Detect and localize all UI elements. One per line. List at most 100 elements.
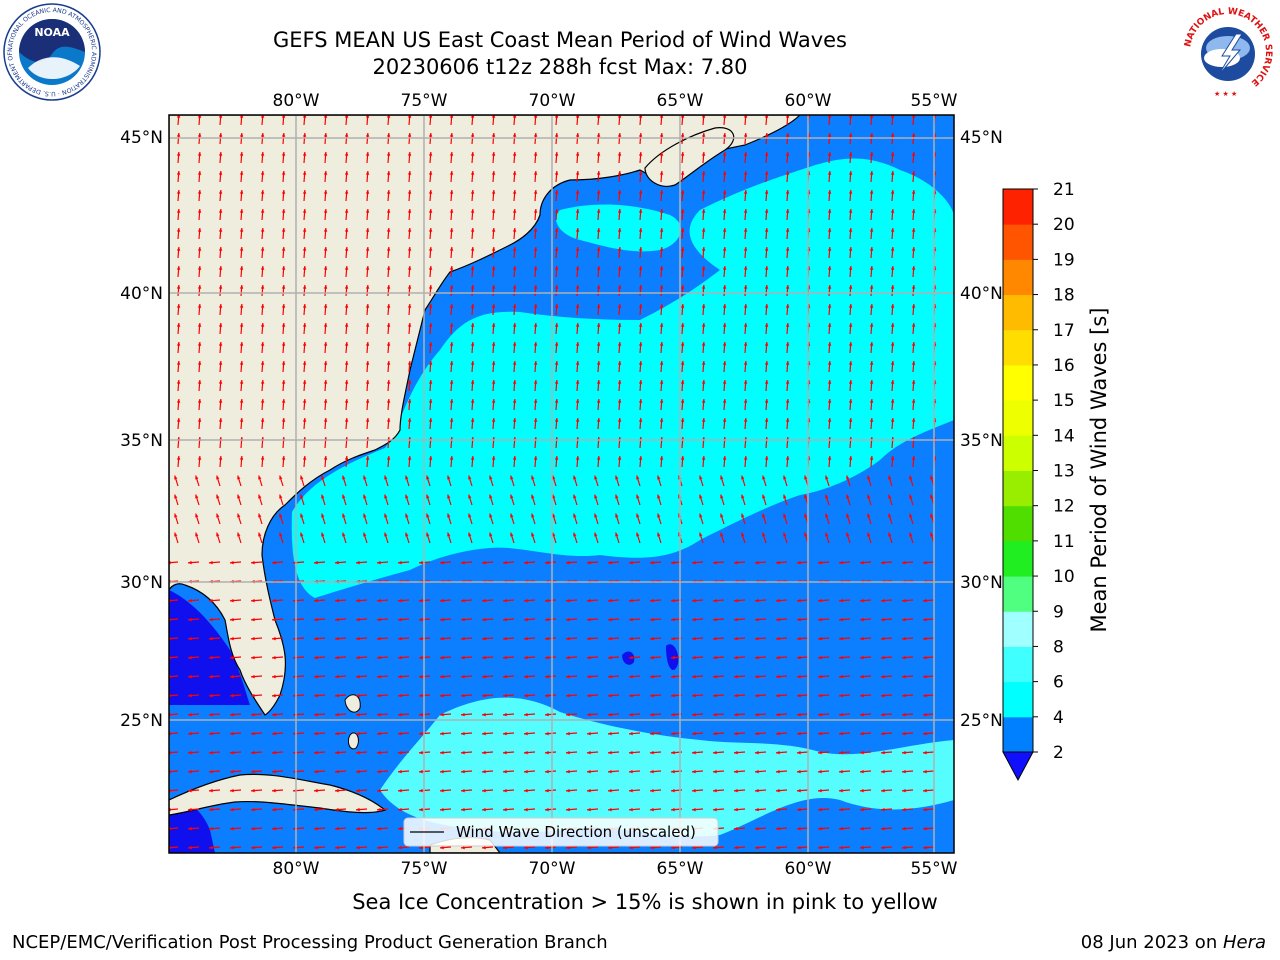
- wind-arrow-head: [503, 788, 507, 793]
- wind-arrow-head: [176, 304, 181, 308]
- wind-arrow-head: [176, 361, 181, 365]
- wind-arrow-head: [755, 674, 759, 679]
- wind-arrow-head: [608, 655, 612, 660]
- wind-arrow-head: [743, 285, 748, 289]
- wind-arrow-head: [902, 769, 906, 774]
- wind-arrow-head: [260, 361, 265, 365]
- wind-arrow-head: [386, 171, 391, 175]
- wind-arrow-head: [825, 475, 829, 480]
- wind-arrow-head: [659, 266, 664, 270]
- wind-arrow-head: [323, 342, 328, 346]
- wind-arrow-head: [491, 209, 496, 213]
- wind-arrow-head: [596, 342, 601, 346]
- wind-arrow-head: [888, 475, 892, 480]
- wind-arrow-head: [272, 598, 276, 603]
- wind-arrow-head: [608, 845, 612, 850]
- wind-arrow-head: [764, 247, 769, 251]
- wind-arrow-head: [344, 304, 349, 308]
- wind-arrow-head: [848, 418, 853, 422]
- wind-arrow-head: [720, 475, 724, 480]
- wind-arrow-head: [827, 399, 832, 403]
- wind-arrow-head: [743, 152, 748, 156]
- wind-arrow-head: [335, 655, 339, 660]
- wind-arrow-head: [545, 598, 549, 603]
- wind-arrow-head: [503, 845, 507, 850]
- colorbar-tick-label: 4: [1053, 708, 1064, 728]
- wind-arrow-head: [825, 532, 829, 537]
- wind-arrow-head: [188, 674, 192, 679]
- wind-arrow-head: [323, 418, 328, 422]
- wind-arrow-head: [524, 845, 528, 850]
- wind-arrow-head: [629, 674, 633, 679]
- wind-arrow-head: [260, 247, 265, 251]
- wind-arrow-head: [755, 560, 759, 565]
- wind-arrow-head: [785, 152, 790, 156]
- wind-arrow-head: [251, 750, 255, 755]
- graticule: [169, 115, 954, 853]
- wind-arrow-head: [848, 190, 853, 194]
- wind-arrow-head: [365, 285, 370, 289]
- wind-arrow-head: [407, 152, 412, 156]
- wind-arrow-head: [797, 807, 801, 812]
- wind-arrow-head: [323, 171, 328, 175]
- wind-arrow-head: [575, 247, 580, 251]
- wind-arrow-head: [533, 266, 538, 270]
- wind-arrow-head: [260, 152, 265, 156]
- wind-arrow-head: [239, 133, 244, 137]
- wind-arrow-head: [827, 247, 832, 251]
- wind-arrow-head: [482, 750, 486, 755]
- wind-arrow-head: [776, 560, 780, 565]
- wind-arrow-head: [909, 513, 913, 518]
- wind-arrow-head: [176, 456, 181, 460]
- wind-arrow-head: [650, 712, 654, 717]
- wind-arrow-head: [281, 247, 286, 251]
- wind-arrow-head: [797, 731, 801, 736]
- wind-arrow-head: [260, 190, 265, 194]
- wind-arrow-head: [594, 494, 598, 499]
- lat-label-left: 25°N: [120, 711, 163, 731]
- wind-arrow-head: [468, 475, 472, 480]
- wind-arrow-head: [659, 171, 664, 175]
- wind-arrow-head: [281, 323, 286, 327]
- wind-arrow-head: [930, 494, 934, 499]
- wind-arrow-head: [188, 731, 192, 736]
- wind-arrow-head: [743, 228, 748, 232]
- wind-arrow-head: [209, 636, 213, 641]
- wind-arrow-head: [890, 323, 895, 327]
- wind-arrow-head: [671, 617, 675, 622]
- wind-arrow-head: [608, 712, 612, 717]
- wind-arrow-head: [554, 361, 559, 365]
- wind-arrow-head: [608, 636, 612, 641]
- wind-arrow-head: [323, 304, 328, 308]
- wind-arrow-head: [176, 247, 181, 251]
- wind-arrow-head: [596, 399, 601, 403]
- wind-arrow-head: [356, 826, 360, 831]
- wind-arrow-head: [575, 209, 580, 213]
- wind-arrow-head: [701, 323, 706, 327]
- wind-arrow-head: [503, 598, 507, 603]
- wind-arrow-head: [218, 380, 223, 384]
- wind-arrow-head: [251, 788, 255, 793]
- wind-arrow-head: [638, 190, 643, 194]
- wind-arrow-head: [216, 494, 220, 499]
- wind-arrow-head: [596, 190, 601, 194]
- wind-arrow-head: [825, 513, 829, 518]
- wind-arrow-head: [825, 494, 829, 499]
- wind-arrow-head: [615, 494, 619, 499]
- period-0-2-patch-2: [666, 644, 679, 670]
- wind-arrow-head: [785, 133, 790, 137]
- wind-arrow-head: [869, 247, 874, 251]
- wind-arrow-head: [281, 133, 286, 137]
- wind-arrow-head: [818, 636, 822, 641]
- wind-arrow-head: [216, 513, 220, 518]
- wind-arrow-head: [365, 418, 370, 422]
- wind-arrow-head: [890, 304, 895, 308]
- wind-arrow-head: [722, 171, 727, 175]
- wind-arrow-head: [911, 209, 916, 213]
- wind-arrow-head: [302, 228, 307, 232]
- lon-label-bottom: 55°W: [911, 859, 958, 879]
- wind-arrow-head: [776, 598, 780, 603]
- wind-arrow-head: [230, 845, 234, 850]
- wind-arrow-head: [386, 228, 391, 232]
- wind-arrow-head: [533, 380, 538, 384]
